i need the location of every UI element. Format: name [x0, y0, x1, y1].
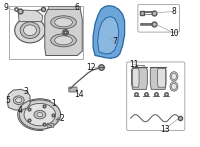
- Polygon shape: [18, 10, 43, 22]
- Text: 1: 1: [51, 99, 56, 108]
- Polygon shape: [158, 69, 166, 87]
- Polygon shape: [140, 24, 143, 25]
- Text: 4: 4: [18, 106, 23, 115]
- Polygon shape: [48, 6, 80, 9]
- FancyBboxPatch shape: [47, 123, 54, 127]
- Ellipse shape: [24, 25, 36, 36]
- Polygon shape: [45, 9, 82, 55]
- Ellipse shape: [51, 16, 76, 29]
- Polygon shape: [98, 16, 119, 54]
- Text: 11: 11: [129, 60, 138, 69]
- Ellipse shape: [170, 72, 178, 81]
- Text: 12: 12: [86, 62, 96, 71]
- Polygon shape: [133, 69, 139, 87]
- Ellipse shape: [37, 112, 43, 117]
- Ellipse shape: [171, 83, 176, 90]
- Text: 7: 7: [112, 37, 117, 46]
- Text: 10: 10: [169, 29, 179, 38]
- Text: 8: 8: [172, 7, 176, 16]
- Ellipse shape: [20, 22, 40, 39]
- Ellipse shape: [55, 36, 72, 45]
- Polygon shape: [7, 89, 30, 110]
- Ellipse shape: [15, 18, 45, 43]
- Ellipse shape: [171, 73, 176, 80]
- Ellipse shape: [170, 82, 178, 91]
- Text: 9: 9: [4, 3, 9, 12]
- Ellipse shape: [55, 18, 72, 27]
- Ellipse shape: [34, 110, 46, 119]
- Ellipse shape: [19, 100, 61, 129]
- Text: 14: 14: [74, 90, 84, 99]
- Polygon shape: [150, 68, 166, 89]
- Text: 5: 5: [5, 96, 10, 105]
- Ellipse shape: [16, 98, 22, 103]
- Ellipse shape: [24, 103, 56, 126]
- Polygon shape: [93, 6, 125, 58]
- FancyBboxPatch shape: [69, 87, 77, 92]
- Text: 6: 6: [75, 3, 80, 12]
- Text: 3: 3: [24, 87, 28, 96]
- Text: 2: 2: [59, 114, 64, 123]
- Polygon shape: [132, 68, 147, 89]
- Ellipse shape: [51, 34, 76, 47]
- Text: 13: 13: [160, 125, 170, 133]
- Ellipse shape: [13, 96, 24, 105]
